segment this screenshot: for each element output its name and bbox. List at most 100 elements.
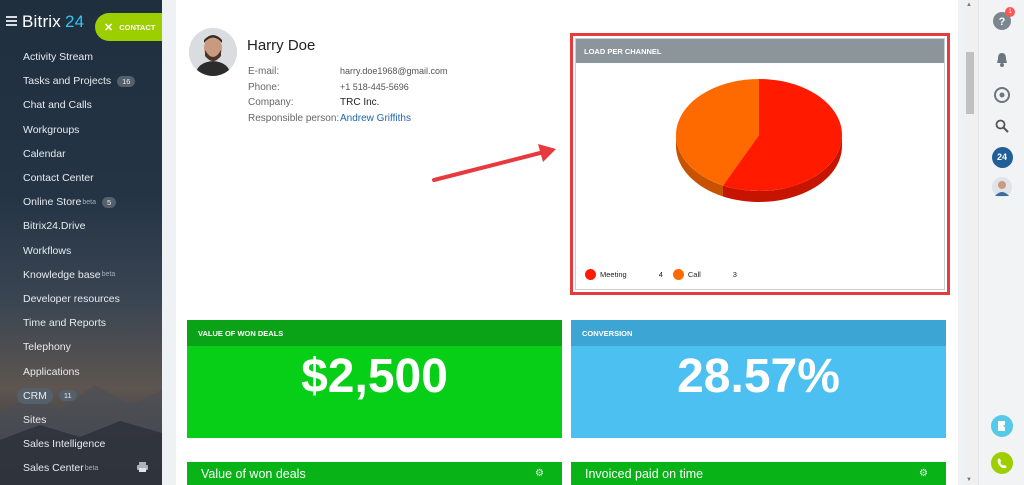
card-value: 28.57% xyxy=(677,350,840,403)
sidebar-item-label: Applications xyxy=(23,365,80,378)
conversion-card[interactable]: CONVERSION 28.57% xyxy=(571,320,946,438)
scroll-down-icon[interactable]: ▼ xyxy=(966,477,972,483)
sidebar-item-label: Sales Intelligence xyxy=(23,438,106,451)
legend-label-meeting: Meeting xyxy=(600,270,627,279)
sidebar-item-telephony[interactable]: Telephony xyxy=(0,335,162,359)
sidebar-item-label: Calendar xyxy=(23,147,66,160)
scroll-thumb[interactable] xyxy=(966,52,974,114)
sidebar: Bitrix 24 ✕ CONTACT Activity Stream Tasks … xyxy=(0,0,162,485)
sidebar-item-workflows[interactable]: Workflows xyxy=(0,239,162,263)
card-title: VALUE OF WON DEALS xyxy=(187,320,562,346)
pie-slice-call[interactable] xyxy=(676,79,759,186)
count-badge: 5 xyxy=(102,196,117,208)
gear-icon[interactable]: ⚙ xyxy=(919,468,928,479)
sidebar-item-tasks-and-projects[interactable]: Tasks and Projects 16 xyxy=(0,69,162,93)
sidebar-item-label: Bitrix24.Drive xyxy=(23,220,86,233)
sidebar-item-activity-stream[interactable]: Activity Stream xyxy=(0,45,162,69)
sidebar-background-mountains xyxy=(0,385,162,485)
gear-icon[interactable]: ⚙ xyxy=(535,468,544,479)
search-icon[interactable] xyxy=(991,115,1013,137)
beta-label: beta xyxy=(84,464,99,472)
widget-title: LOAD PER CHANNEL xyxy=(576,39,944,63)
contact-button[interactable]: ✕ CONTACT xyxy=(95,13,162,41)
pie-chart xyxy=(676,79,842,202)
company-label: Company: xyxy=(248,97,294,108)
legend-dot-call xyxy=(672,269,684,280)
scroll-up-icon[interactable]: ▲ xyxy=(966,2,972,8)
sidebar-item-chat-and-calls[interactable]: Chat and Calls xyxy=(0,93,162,117)
sidebar-item-calendar[interactable]: Calendar xyxy=(0,142,162,166)
sidebar-item-sales-intelligence[interactable]: Sales Intelligence xyxy=(0,432,162,456)
app-logo[interactable]: Bitrix 24 xyxy=(22,12,85,31)
responsible-link[interactable]: Andrew Griffiths xyxy=(340,112,411,124)
legend-dot-meeting xyxy=(585,269,596,280)
sidebar-item-applications[interactable]: Applications xyxy=(0,359,162,383)
pie-slice-meeting[interactable] xyxy=(722,79,842,191)
sidebar-item-contact-center[interactable]: Contact Center xyxy=(0,166,162,190)
load-per-channel-widget: LOAD PER CHANNEL Meeting 4 Call 3 xyxy=(575,38,945,290)
chart-legend: Meeting 4 Call 3 xyxy=(585,269,747,280)
svg-text:?: ? xyxy=(999,16,1006,28)
avatar[interactable] xyxy=(189,28,237,76)
sidebar-item-workgroups[interactable]: Workgroups xyxy=(0,118,162,142)
scrollbar[interactable]: ▲ ▼ xyxy=(963,0,977,485)
sidebar-item-label: Telephony xyxy=(23,341,71,354)
sidebar-item-label: Tasks and Projects xyxy=(23,75,112,88)
count-badge: 11 xyxy=(58,390,77,402)
sidebar-item-label: Online Store xyxy=(23,196,82,209)
beta-label: beta xyxy=(82,198,96,206)
contact-name: Harry Doe xyxy=(247,37,316,54)
sidebar-item-label: Workflows xyxy=(23,244,72,257)
annotation-arrow xyxy=(432,144,556,182)
help-icon[interactable]: ? 1 xyxy=(991,7,1015,32)
email-label: E-mail: xyxy=(248,66,280,77)
sidebar-item-label: Time and Reports xyxy=(23,317,107,330)
main-content: Harry Doe E-mail: harry.doe1968@gmail.com… xyxy=(176,0,958,485)
contact-info: E-mail: harry.doe1968@gmail.com Phone: +1 … xyxy=(248,66,448,137)
sidebar-item-label: CRM xyxy=(17,387,53,404)
card-value: $2,500 xyxy=(301,350,448,403)
sidebar-item-label: Workgroups xyxy=(23,123,80,136)
bitrix24-icon[interactable]: 24 xyxy=(991,146,1013,168)
beta-label: beta xyxy=(101,271,116,279)
email-value: harry.doe1968@gmail.com xyxy=(340,66,448,76)
menu-icon[interactable] xyxy=(6,16,17,26)
phone-icon[interactable] xyxy=(991,452,1013,474)
sidebar-item-bitrix24-drive[interactable]: Bitrix24.Drive xyxy=(0,214,162,238)
sidebar-item-knowledge-base[interactable]: Knowledge base beta xyxy=(0,263,162,287)
sidebar-item-time-and-reports[interactable]: Time and Reports xyxy=(0,311,162,335)
company-value: TRC Inc. xyxy=(340,97,380,108)
help-badge: 1 xyxy=(1005,7,1015,17)
sidebar-nav: Activity Stream Tasks and Projects 16 Chat … xyxy=(0,45,162,480)
sidebar-item-online-store[interactable]: Online Store beta 5 xyxy=(0,190,162,214)
user-avatar-icon[interactable] xyxy=(991,176,1013,198)
sidebar-item-label: Developer resources xyxy=(23,292,120,305)
sidebar-item-crm[interactable]: CRM 11 xyxy=(0,384,162,408)
won-deals-widget-header: Value of won deals ⚙ xyxy=(187,462,562,485)
sidebar-item-label: Knowledge base xyxy=(23,268,101,281)
responsible-label: Responsible person: xyxy=(248,112,340,124)
exit-icon[interactable] xyxy=(991,415,1013,437)
sidebar-item-sites[interactable]: Sites xyxy=(0,408,162,432)
pie-side-meeting xyxy=(722,135,842,202)
count-badge: 16 xyxy=(117,75,136,87)
right-panel: ? 1 24 xyxy=(978,0,1024,485)
close-icon: ✕ xyxy=(104,21,114,34)
card-title: CONVERSION xyxy=(571,320,946,346)
bell-icon[interactable] xyxy=(991,49,1013,71)
won-deals-card[interactable]: VALUE OF WON DEALS $2,500 xyxy=(187,320,562,438)
legend-label-call: Call xyxy=(687,270,701,279)
sidebar-item-developer-resources[interactable]: Developer resources xyxy=(0,287,162,311)
sidebar-item-sales-center[interactable]: Sales Center beta xyxy=(0,456,162,480)
legend-value-call: 3 xyxy=(732,270,737,279)
sidebar-item-label: Sales Center xyxy=(23,462,84,475)
chat-icon[interactable] xyxy=(991,84,1013,106)
phone-label: Phone: xyxy=(248,81,280,93)
person-photo xyxy=(189,28,237,76)
sidebar-item-label: Chat and Calls xyxy=(23,99,92,112)
sidebar-item-label: Sites xyxy=(23,413,47,426)
invoiced-widget-header: Invoiced paid on time ⚙ xyxy=(571,462,946,485)
sidebar-header: Bitrix 24 xyxy=(0,10,162,34)
printer-icon[interactable] xyxy=(137,462,148,473)
highlight-outline xyxy=(570,33,950,295)
